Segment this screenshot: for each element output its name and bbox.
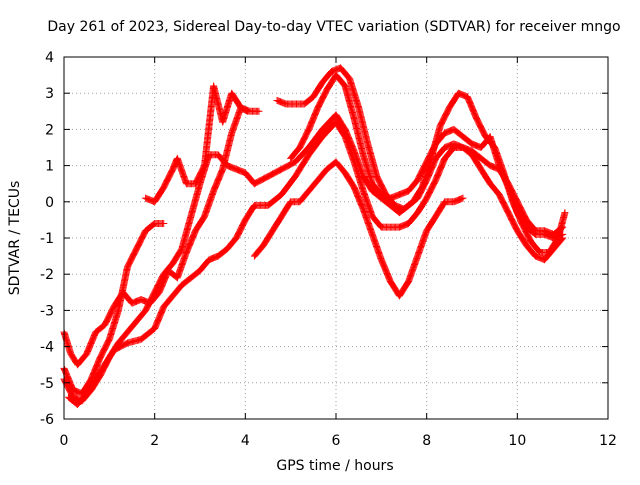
x-axis-label: GPS time / hours — [276, 458, 393, 474]
y-tick-label: -6 — [40, 412, 54, 428]
x-tick-label: 6 — [332, 433, 341, 449]
y-tick-label: -1 — [40, 231, 54, 247]
x-tick-label: 8 — [422, 433, 431, 449]
y-tick-label: -5 — [40, 376, 54, 392]
x-tick-label: 0 — [60, 433, 69, 449]
y-tick-label: -4 — [40, 340, 54, 356]
x-tick-label: 4 — [241, 433, 250, 449]
y-tick-label: -2 — [40, 267, 54, 283]
chart-title: Day 261 of 2023, Sidereal Day-to-day VTE… — [47, 19, 620, 35]
data-point-marker — [559, 230, 567, 238]
x-tick-label: 10 — [508, 433, 526, 449]
series-arc-5 — [65, 118, 567, 409]
data-point-marker — [561, 209, 569, 217]
y-tick-label: -3 — [40, 303, 54, 319]
series-arc-6 — [250, 158, 467, 300]
y-tick-label: 2 — [45, 122, 54, 138]
x-tick-label: 12 — [599, 433, 617, 449]
y-tick-label: 3 — [45, 86, 54, 102]
y-axis-label: SDTVAR / TECUs — [7, 181, 23, 296]
data-point-marker — [255, 107, 263, 115]
data-series — [60, 64, 569, 409]
y-tick-label: 0 — [45, 195, 54, 211]
data-point-marker — [160, 220, 168, 228]
x-tick-label: 2 — [150, 433, 159, 449]
y-tick-label: 1 — [45, 159, 54, 175]
y-tick-label: 4 — [45, 50, 54, 66]
series-arc-8 — [287, 71, 567, 242]
data-point-marker — [459, 194, 467, 202]
series-arc-2 — [142, 82, 263, 206]
